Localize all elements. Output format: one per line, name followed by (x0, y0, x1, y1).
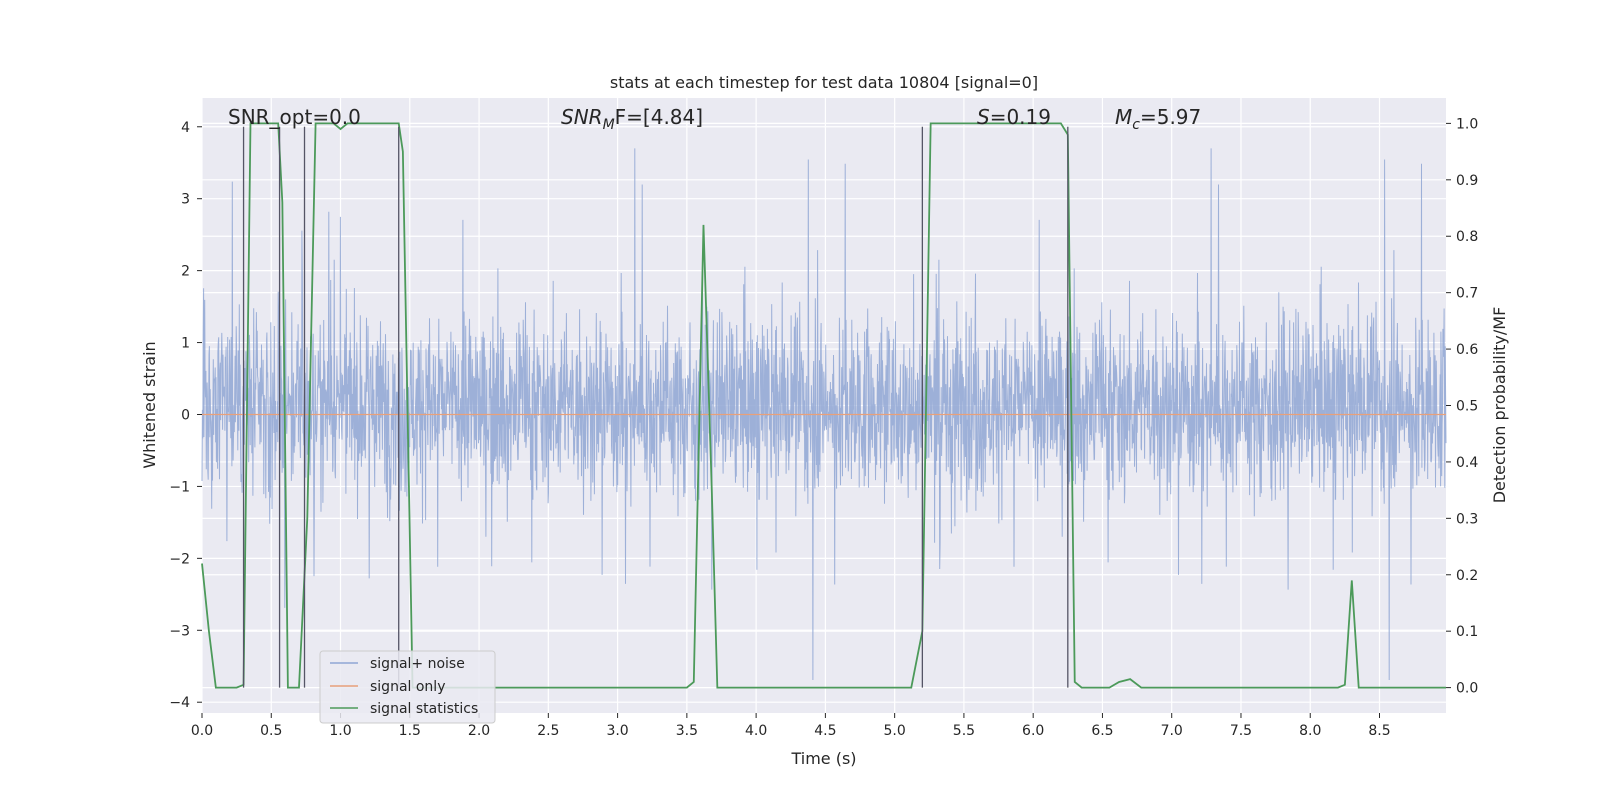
mc-main: M (1115, 105, 1132, 129)
x-tick-label: 2.0 (468, 723, 490, 739)
x-tick-label: 4.0 (745, 723, 767, 739)
y-left-tick-label: 1 (181, 336, 190, 352)
y-left-tick-label: −4 (169, 695, 190, 711)
y-left-axis-ticks: 4 3 2 1 0 −1 −2 −3 −4 (169, 120, 202, 711)
x-axis-ticks: 0.0 0.5 1.0 1.5 2.0 2.5 3.0 3.5 4.0 4.5 5.0 5.5 6.0 6… (191, 713, 1391, 739)
x-tick-label: 1.0 (329, 723, 351, 739)
x-tick-label: 1.5 (399, 723, 421, 739)
x-tick-label: 6.5 (1091, 723, 1113, 739)
y-left-tick-label: 0 (181, 407, 190, 423)
x-tick-label: 8.5 (1368, 723, 1390, 739)
legend-label-signal-statistics: signal statistics (370, 701, 478, 717)
y-left-tick-label: 3 (181, 192, 190, 208)
x-tick-label: 5.5 (953, 723, 975, 739)
x-tick-label: 8.0 (1299, 723, 1321, 739)
x-tick-label: 4.5 (814, 723, 836, 739)
y-right-tick-label: 0.0 (1456, 681, 1478, 697)
x-axis-label: Time (s) (790, 749, 856, 768)
y-right-tick-label: 0.7 (1456, 286, 1478, 302)
x-tick-label: 2.5 (537, 723, 559, 739)
y-right-tick-label: 0.2 (1456, 568, 1478, 584)
signal-noise-line (201, 148, 1447, 681)
legend-label-signal-noise: signal+ noise (370, 656, 465, 672)
mc-annotation: Mc=5.97 (1115, 105, 1201, 133)
mc-value: =5.97 (1140, 105, 1201, 129)
x-tick-label: 3.0 (606, 723, 628, 739)
snr-mf-tail: F=[4.84] (615, 105, 703, 129)
x-tick-label: 6.0 (1022, 723, 1044, 739)
y-right-tick-label: 1.0 (1456, 116, 1478, 132)
y-right-tick-label: 0.4 (1456, 455, 1478, 471)
x-tick-label: 7.5 (1230, 723, 1252, 739)
legend-box (319, 650, 496, 724)
x-tick-label: 7.0 (1161, 723, 1183, 739)
y-right-axis-label: Detection probability/MF (1490, 307, 1509, 504)
s-value: =0.19 (990, 105, 1051, 129)
x-tick-label: 0.5 (260, 723, 282, 739)
y-right-axis-ticks: 1.0 0.9 0.8 0.7 0.6 0.5 0.4 0.3 0.2 0.1 0.0 (1446, 116, 1478, 697)
y-right-tick-label: 0.3 (1456, 511, 1478, 527)
mc-sub: c (1132, 117, 1140, 133)
legend-label-signal-only: signal only (370, 679, 445, 695)
snr-mf-main: SNR (561, 105, 603, 129)
y-right-tick-label: 0.1 (1456, 624, 1478, 640)
y-left-tick-label: −2 (169, 551, 190, 567)
s-annotation: S=0.19 (977, 105, 1051, 129)
signal-noise-series (201, 148, 1447, 681)
y-left-tick-label: −1 (169, 479, 190, 495)
x-tick-label: 0.0 (191, 723, 213, 739)
y-left-tick-label: 2 (181, 264, 190, 280)
y-right-tick-label: 0.9 (1456, 173, 1478, 189)
snr-opt-annotation: SNR_opt=0.0 (228, 105, 361, 129)
y-right-tick-label: 0.8 (1456, 229, 1478, 245)
y-right-tick-label: 0.5 (1456, 399, 1478, 415)
y-right-tick-label: 0.6 (1456, 342, 1478, 358)
snr-mf-sub: M (603, 117, 615, 133)
s-label: S (977, 105, 990, 129)
snr-mf-annotation: SNRMF=[4.84] (561, 105, 703, 133)
chart-title: stats at each timestep for test data 108… (610, 73, 1038, 92)
x-tick-label: 3.5 (676, 723, 698, 739)
vertical-markers (242, 126, 1069, 688)
signal-statistics-series (201, 122, 1446, 689)
legend: signal+ noise signal only signal statist… (319, 650, 496, 724)
x-tick-label: 5.0 (884, 723, 906, 739)
y-left-axis-label: Whitened strain (140, 341, 159, 468)
y-left-tick-label: 4 (181, 120, 190, 136)
y-left-tick-label: −3 (169, 623, 190, 639)
signal-statistics-line (201, 122, 1446, 689)
